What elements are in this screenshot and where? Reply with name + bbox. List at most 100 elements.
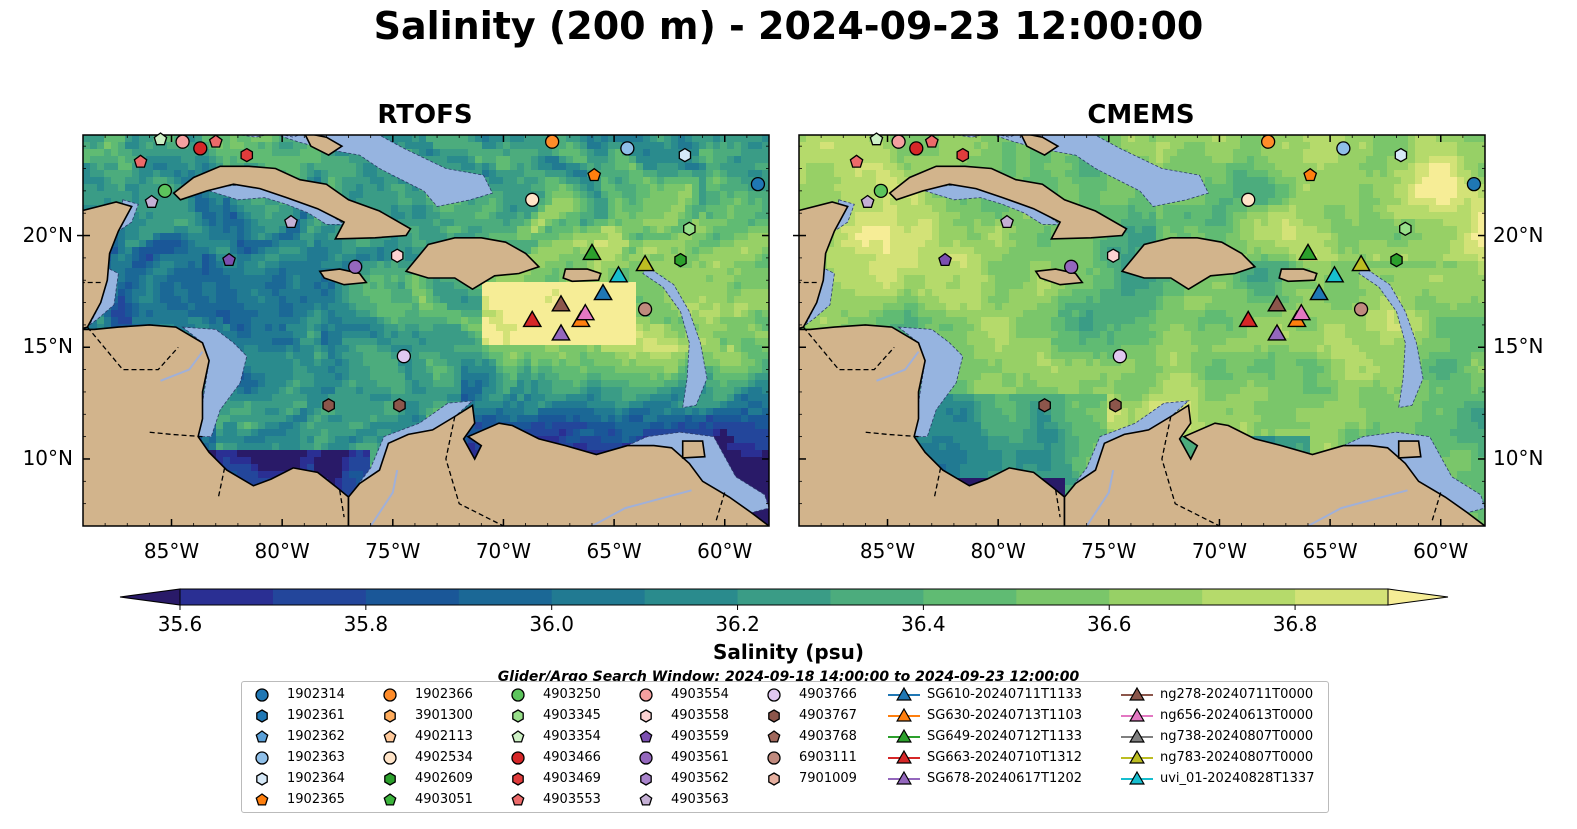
colorbar-tick-label: 36.6 (1086, 612, 1132, 636)
land-southam (1063, 403, 1485, 526)
legend-label: uvi_01-20240828T1337 (1160, 771, 1315, 786)
glider-marker-ng278-20240711T0000 (1267, 294, 1287, 312)
argo-marker-4903466 (193, 141, 208, 156)
colorbar-segment (737, 589, 831, 605)
legend-marker-4903354 (511, 730, 525, 743)
land-trinidad (1397, 440, 1422, 459)
argo-marker-4903345 (683, 221, 696, 237)
legend-glider-marker (896, 707, 912, 722)
argo-marker-4903558 (390, 248, 404, 263)
colorbar-segment (365, 589, 460, 605)
legend-glider-marker (896, 728, 912, 743)
panel-title-right: CMEMS (1087, 100, 1195, 130)
legend-glider-marker (896, 770, 912, 785)
argo-marker-4903354 (153, 132, 168, 146)
glider-marker-uvi_01-20240828T1337 (1324, 265, 1345, 283)
legend-label: SG630-20240713T1103 (927, 708, 1083, 723)
legend-label: ng656-20240613T0000 (1160, 708, 1314, 723)
colorbar-segment (1016, 589, 1110, 605)
lat-tick-label-left: 20°N (22, 222, 73, 247)
legend-label: 4903345 (543, 708, 601, 723)
legend-label: 4903469 (543, 771, 601, 786)
legend-marker-4903345 (512, 709, 524, 723)
legend-glider-marker (1129, 686, 1145, 701)
argo-marker-6903111 (637, 302, 653, 317)
argo-marker-4903466 (909, 141, 924, 156)
glider-marker-SG678-20240617T1202 (1267, 323, 1287, 341)
panel-title-left: RTOFS (377, 100, 473, 130)
legend-marker-1902361 (256, 709, 268, 723)
colorbar-segment (180, 589, 274, 605)
argo-marker-4903561 (348, 259, 363, 274)
argo-marker-1902364 (1394, 147, 1408, 163)
legend-label: 1902314 (287, 687, 345, 702)
legend-label: 1902366 (415, 687, 473, 702)
land-trinidad (681, 440, 706, 459)
lon-tick-label: 85°W (859, 539, 916, 563)
argo-marker-4903354 (869, 132, 884, 146)
legend-marker-4903766 (767, 688, 781, 702)
glider-marker-ng656-20240613T0000 (1291, 303, 1312, 321)
glider-marker-ng278-20240711T0000 (551, 294, 571, 312)
argo-marker-4903469 (240, 147, 254, 163)
lon-tick-label: 80°W (970, 539, 1026, 563)
legend-marker-4903466 (511, 751, 525, 765)
argo-marker-1902314 (750, 177, 766, 192)
land-bahamas (1020, 135, 1060, 157)
argo-marker-4903563 (144, 194, 159, 208)
cmems-map (799, 135, 1485, 526)
argo-marker-4902534 (1241, 192, 1256, 207)
legend: 1902314 1902361 1902362 1902363 1902364 19023… (241, 681, 1329, 813)
argo-marker-1902366 (544, 134, 560, 149)
legend-marker-4903559 (639, 730, 653, 743)
rtofs-frame (82, 134, 770, 527)
legend-glider-marker (896, 686, 912, 701)
legend-glider-marker (896, 749, 912, 764)
legend-label: 4903562 (671, 771, 729, 786)
legend-marker-4903051 (383, 793, 397, 806)
legend-label: SG649-20240712T1133 (927, 729, 1083, 744)
land-southam (347, 403, 769, 526)
legend-label: 4903250 (543, 687, 601, 702)
glider-marker-SG610-20240711T1133 (593, 283, 613, 301)
legend-glider-marker (1129, 770, 1145, 785)
argo-marker-4903345 (1399, 221, 1412, 237)
glider-marker-SG663-20240710T1312 (1238, 309, 1259, 328)
glider-marker-uvi_01-20240828T1337 (608, 265, 629, 283)
glider-marker-SG678-20240617T1202 (551, 323, 571, 341)
argo-marker-4903553 (849, 154, 864, 168)
legend-marker-4903561 (639, 751, 653, 765)
colorbar-segment (272, 589, 367, 605)
argo-marker-1902366 (1260, 134, 1276, 149)
legend-label: SG610-20240711T1133 (927, 687, 1083, 702)
glider-marker-SG663-20240710T1312 (522, 309, 543, 328)
argo-marker-4902534 (525, 192, 540, 207)
argo-marker-1902365 (1303, 167, 1318, 182)
colorbar-tick-label: 36.4 (901, 612, 946, 636)
argo-marker-4903469 (956, 147, 970, 163)
argo-marker-4903559 (938, 252, 952, 267)
cmems-frame (798, 134, 1486, 527)
colorbar-segment (1202, 589, 1296, 605)
colorbar-label: Salinity (psu) (712, 640, 864, 664)
rtofs-observation-markers (133, 132, 766, 413)
legend-marker-4902113 (383, 730, 397, 743)
legend-marker-4903768 (767, 730, 781, 743)
legend-marker-4903554 (639, 688, 653, 702)
legend-markers (255, 686, 1153, 806)
colorbar-segment (1109, 589, 1203, 605)
glider-marker-ng783-20240807T0000 (1351, 254, 1371, 272)
legend-label: SG678-20240617T1202 (927, 771, 1083, 786)
cmems-observation-markers (849, 132, 1482, 413)
legend-marker-4903767 (768, 709, 780, 723)
glider-marker-ng656-20240613T0000 (575, 303, 596, 321)
argo-marker-1902365 (587, 167, 602, 182)
legend-label: 1902365 (287, 792, 345, 807)
legend-label: 4903767 (799, 708, 857, 723)
legend-marker-1902362 (255, 730, 269, 743)
legend-label: ng278-20240711T0000 (1160, 687, 1314, 702)
argo-marker-4903559 (222, 252, 236, 267)
colorbar-tick-label: 36.2 (715, 612, 760, 636)
legend-label: ng783-20240807T0000 (1160, 750, 1314, 765)
legend-marker-3901300 (384, 709, 396, 723)
